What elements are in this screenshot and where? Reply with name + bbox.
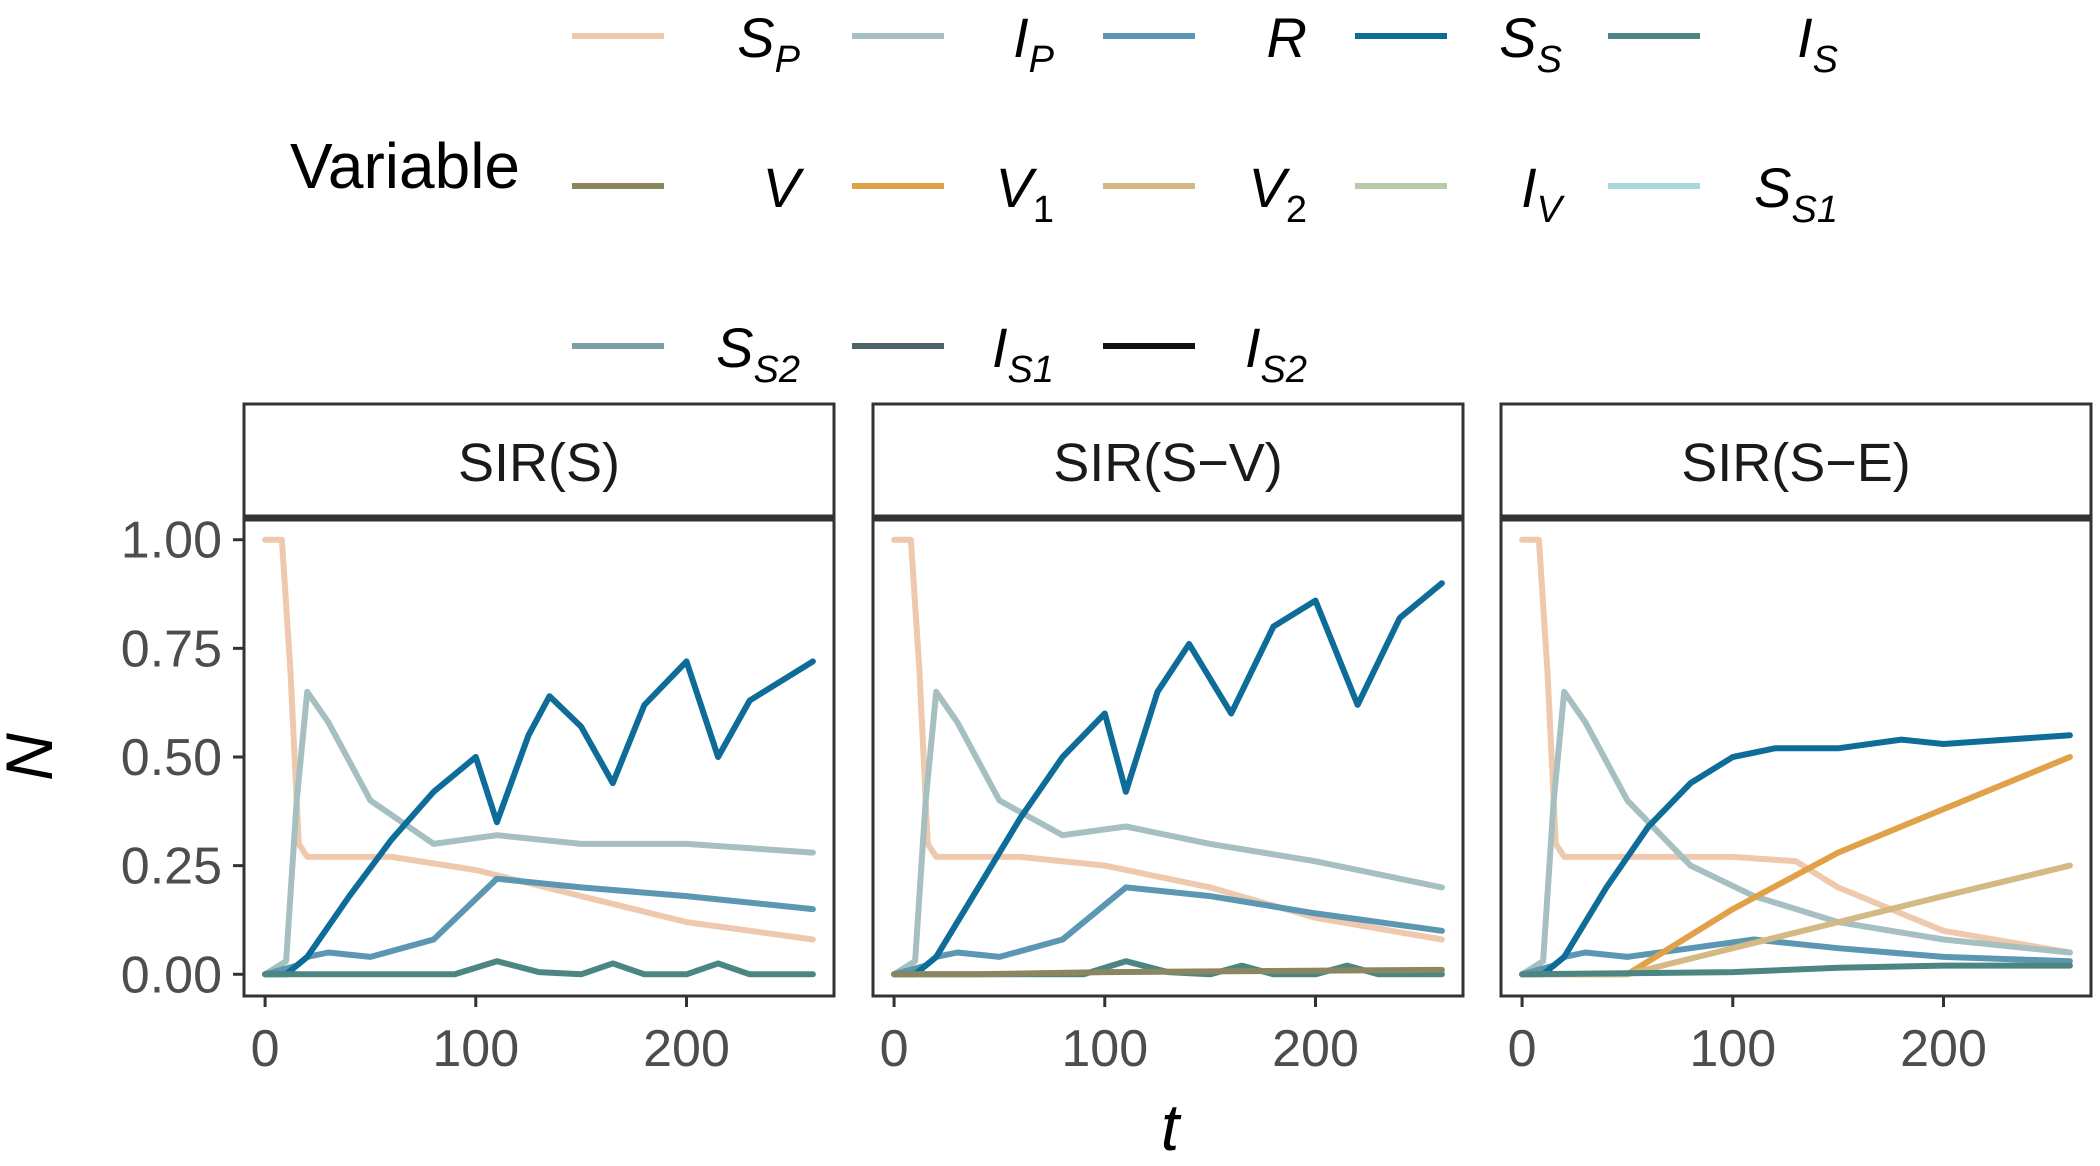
panel-title: SIR(S) (458, 433, 620, 493)
panel-title: SIR(S−E) (1681, 433, 1911, 493)
legend-label-ss: SS (1499, 6, 1562, 81)
legend-label-ss1: SS1 (1754, 156, 1838, 231)
series-line-v (891, 966, 1445, 978)
x-axis-label: t (1161, 1090, 1182, 1161)
series-line-ss (891, 580, 1445, 978)
x-tick-label: 0 (880, 1020, 909, 1078)
legend-label-v2: V2 (1249, 156, 1308, 231)
series-line-ss (262, 658, 816, 978)
x-tick-label: 0 (251, 1020, 280, 1078)
legend-label-v: V (763, 156, 805, 219)
legend-label-iv: IV (1521, 156, 1566, 231)
plot-border (871, 516, 1465, 998)
plot-lines (891, 536, 1445, 978)
series-line-ss (1519, 732, 2073, 978)
legend-label-ip: IP (1013, 6, 1055, 81)
legend-label-sp: SP (737, 6, 800, 81)
panel-3: SIR(S−E) 0 100 200 (1499, 402, 2093, 1078)
plot-border (1499, 516, 2093, 998)
panel-2: SIR(S−V) 0 100 200 (871, 402, 1465, 1078)
y-axis-label: N (0, 733, 66, 781)
x-tick-label: 200 (1900, 1020, 1987, 1078)
series-line-r (891, 884, 1445, 978)
y-tick-label: 0.75 (121, 620, 222, 678)
series-line-sp (1519, 536, 2073, 956)
series-line-ip (1519, 688, 2073, 978)
series-line-sp (891, 536, 1445, 943)
x-tick-label: 0 (1508, 1020, 1537, 1078)
panel-1: SIR(S) 0 100 200 0.00 0.25 0.50 0.75 1.00 (121, 402, 836, 1078)
x-tick-label: 200 (1272, 1020, 1359, 1078)
legend-label-ss2: SS2 (716, 316, 800, 391)
series-line-ip (891, 688, 1445, 978)
series-line-sp (262, 536, 816, 943)
y-tick-label: 0.25 (121, 838, 222, 896)
panel-strip (1499, 402, 2093, 520)
x-tick-label: 100 (432, 1020, 519, 1078)
legend: Variable SP IP R SS IS V V1 V2 IV SS1 SS2 IS1 IS2 (290, 6, 1838, 391)
series-line-is (1519, 962, 2073, 978)
plot-lines (262, 536, 816, 978)
legend-label-is: IS (1797, 6, 1838, 81)
series-line-ip (262, 688, 816, 978)
legend-label-v1: V1 (996, 156, 1055, 231)
legend-label-is1: IS1 (992, 316, 1054, 391)
series-line-is (262, 958, 816, 978)
legend-label-is2: IS2 (1245, 316, 1307, 391)
legend-label-r: R (1267, 6, 1307, 69)
y-tick-label: 1.00 (121, 512, 222, 570)
panel-strip (242, 402, 836, 520)
y-tick-label: 0.00 (121, 946, 222, 1004)
panel-title: SIR(S−V) (1053, 433, 1283, 493)
x-tick-label: 100 (1689, 1020, 1776, 1078)
panel-strip (871, 402, 1465, 520)
y-tick-label: 0.50 (121, 729, 222, 787)
x-tick-label: 100 (1061, 1020, 1148, 1078)
x-tick-label: 200 (643, 1020, 730, 1078)
legend-title: Variable (290, 130, 520, 202)
plot-lines (1519, 536, 2073, 978)
